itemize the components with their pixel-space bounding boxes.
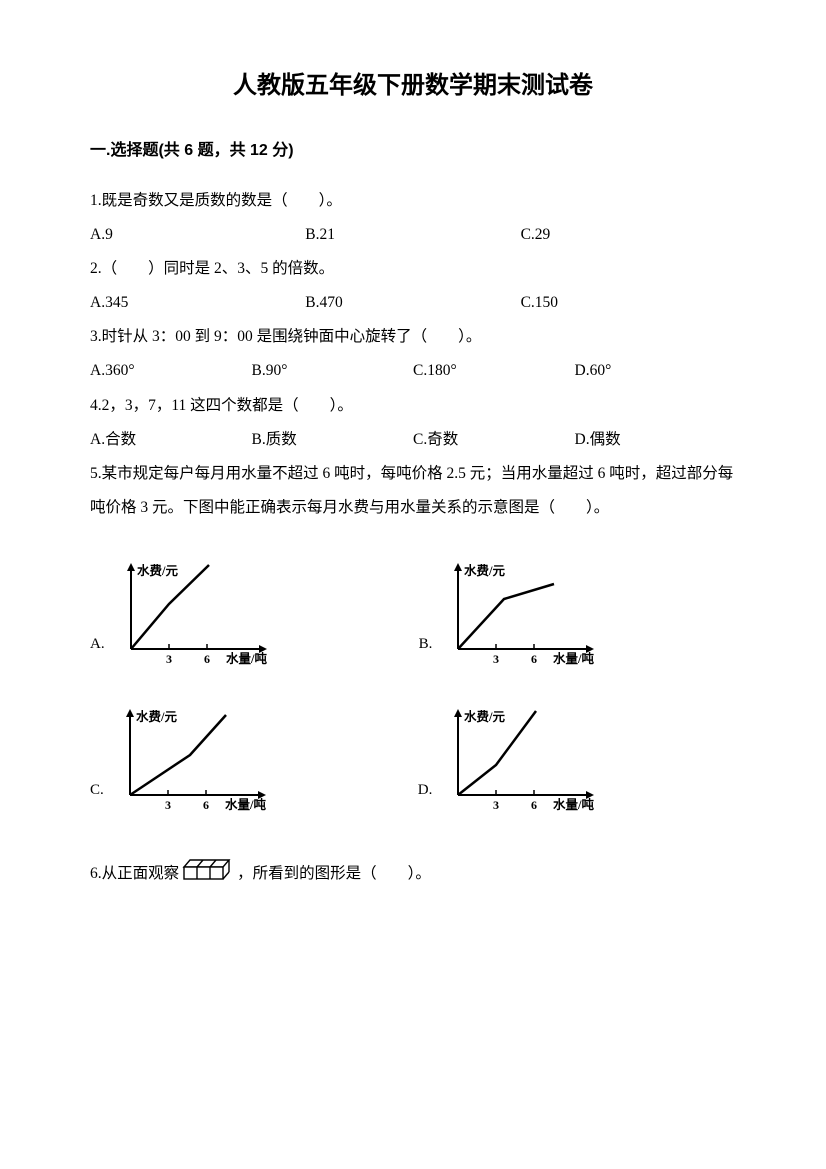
- svg-text:3: 3: [165, 798, 171, 812]
- question-4-options: A.合数 B.质数 C.奇数 D.偶数: [90, 423, 736, 457]
- svg-text:6: 6: [531, 652, 537, 666]
- q3-opt-b: B.90°: [252, 354, 414, 388]
- chart-d: 3 6 水费/元水量/吨: [436, 707, 606, 817]
- q5-option-d: D. 3 6 水费/元水量/吨: [418, 707, 607, 817]
- svg-text:6: 6: [203, 798, 209, 812]
- question-2: 2.（ ）同时是 2、3、5 的倍数。: [90, 252, 736, 286]
- svg-text:水费/元: 水费/元: [137, 563, 178, 578]
- question-3: 3.时针从 3：00 到 9：00 是围绕钟面中心旋转了（ ）。: [90, 320, 736, 354]
- chart-a: 3 6 水费/元水量/吨: [109, 561, 279, 671]
- q5-opt-b-label: B.: [419, 628, 433, 661]
- q1-opt-b: B.21: [305, 218, 520, 252]
- q4-opt-c: C.奇数: [413, 423, 575, 457]
- svg-text:水费/元: 水费/元: [136, 709, 177, 724]
- svg-text:水费/元: 水费/元: [464, 563, 505, 578]
- q5-opt-d-label: D.: [418, 774, 433, 807]
- svg-text:水量/吨: 水量/吨: [553, 651, 594, 666]
- svg-text:6: 6: [531, 798, 537, 812]
- q2-opt-b: B.470: [305, 286, 520, 320]
- q3-opt-c: C.180°: [413, 354, 575, 388]
- svg-text:水量/吨: 水量/吨: [226, 651, 267, 666]
- q4-opt-a: A.合数: [90, 423, 252, 457]
- q5-option-c: C. 3 6 水费/元水量/吨: [90, 707, 278, 817]
- svg-text:3: 3: [493, 652, 499, 666]
- q5-option-b: B. 3 6 水费/元水量/吨: [419, 561, 607, 671]
- question-5: 5.某市规定每户每月用水量不超过 6 吨时，每吨价格 2.5 元；当用水量超过 …: [90, 457, 736, 525]
- svg-text:水量/吨: 水量/吨: [553, 797, 594, 812]
- q4-opt-b: B.质数: [252, 423, 414, 457]
- q6-pre: 6.从正面观察: [90, 865, 179, 882]
- q5-option-a: A. 3 6 水费/元水量/吨: [90, 561, 279, 671]
- question-1: 1.既是奇数又是质数的数是（ ）。: [90, 184, 736, 218]
- q1-opt-c: C.29: [521, 218, 736, 252]
- svg-text:6: 6: [204, 652, 210, 666]
- svg-text:水费/元: 水费/元: [464, 709, 505, 724]
- q4-opt-d: D.偶数: [575, 423, 737, 457]
- cube-figure: [181, 853, 235, 896]
- q3-opt-d: D.60°: [575, 354, 737, 388]
- svg-text:3: 3: [493, 798, 499, 812]
- q2-opt-c: C.150: [521, 286, 736, 320]
- svg-text:水量/吨: 水量/吨: [225, 797, 266, 812]
- question-2-options: A.345 B.470 C.150: [90, 286, 736, 320]
- section-1-header: 一.选择题(共 6 题，共 12 分): [90, 133, 736, 168]
- q1-opt-a: A.9: [90, 218, 305, 252]
- svg-text:3: 3: [166, 652, 172, 666]
- chart-b: 3 6 水费/元水量/吨: [436, 561, 606, 671]
- q6-post: ，所看到的图形是（ ）。: [237, 865, 431, 882]
- page-title: 人教版五年级下册数学期末测试卷: [90, 60, 736, 113]
- question-6: 6.从正面观察 ，所看到的图形是（ ）。: [90, 853, 736, 896]
- question-1-options: A.9 B.21 C.29: [90, 218, 736, 252]
- q3-opt-a: A.360°: [90, 354, 252, 388]
- q2-opt-a: A.345: [90, 286, 305, 320]
- q5-opt-a-label: A.: [90, 628, 105, 661]
- question-4: 4.2，3，7，11 这四个数都是（ ）。: [90, 389, 736, 423]
- q5-opt-c-label: C.: [90, 774, 104, 807]
- chart-c: 3 6 水费/元水量/吨: [108, 707, 278, 817]
- question-3-options: A.360° B.90° C.180° D.60°: [90, 354, 736, 388]
